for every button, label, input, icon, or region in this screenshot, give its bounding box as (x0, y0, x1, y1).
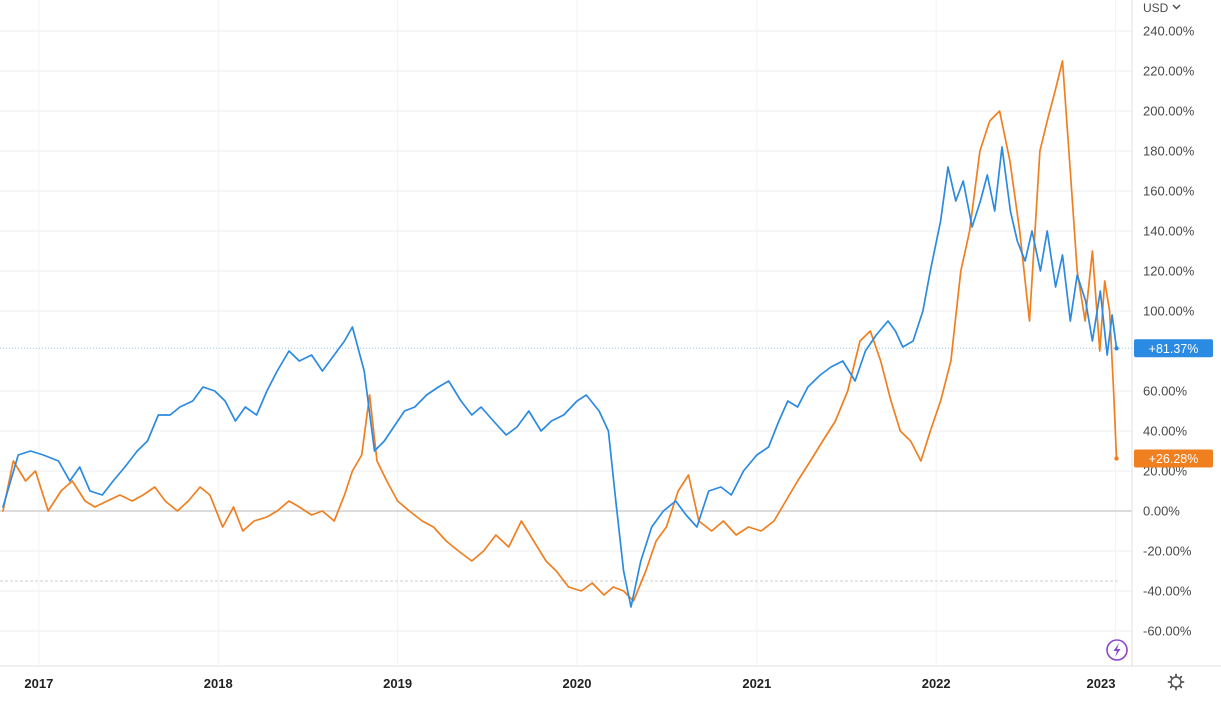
y-tick-label: 160.00% (1143, 184, 1195, 199)
badge-orange-label: +26.28% (1149, 452, 1199, 466)
y-axis-tick-labels: 240.00% 220.00% 200.00% 180.00% 160.00% 140.0… (1143, 24, 1195, 639)
x-tick-label: 2021 (742, 676, 771, 691)
x-tick-label: 2018 (204, 676, 233, 691)
badge-orange: +26.28% (1134, 449, 1213, 468)
y-tick-label: 0.00% (1143, 504, 1180, 519)
y-tick-label: 100.00% (1143, 304, 1195, 319)
series-end-point-orange (1114, 456, 1119, 461)
currency-label[interactable]: USD (1143, 1, 1169, 15)
series-line-blue[interactable] (2, 146, 1118, 608)
gear-icon[interactable] (1167, 673, 1185, 691)
y-tick-label: 60.00% (1143, 384, 1188, 399)
x-tick-label: 2019 (383, 676, 412, 691)
badge-orange-background (1134, 449, 1213, 468)
x-tick-label: 2022 (922, 676, 951, 691)
y-tick-label: 180.00% (1143, 144, 1195, 159)
gridlines (0, 0, 1132, 666)
y-tick-label: 200.00% (1143, 104, 1195, 119)
badge-blue-background (1134, 339, 1213, 358)
currency-selector[interactable]: USD (1143, 1, 1181, 15)
series-lines[interactable] (2, 60, 1119, 608)
reference-lines (0, 347, 1132, 582)
series-end-point-blue (1114, 346, 1119, 351)
y-tick-label: 240.00% (1143, 24, 1195, 39)
y-tick-label: -40.00% (1143, 584, 1192, 599)
lightning-icon[interactable] (1113, 643, 1121, 657)
x-tick-label: 2020 (563, 676, 592, 691)
badge-blue-label: +81.37% (1149, 342, 1199, 356)
x-tick-label: 2017 (24, 676, 53, 691)
gear-tooth[interactable] (1178, 684, 1183, 689)
x-tick-label: 2023 (1087, 676, 1116, 691)
gear-tooth[interactable] (1178, 675, 1183, 680)
badge-blue: +81.37% (1134, 339, 1213, 358)
chevron-down-icon[interactable] (1172, 4, 1181, 10)
y-tick-label: 220.00% (1143, 64, 1195, 79)
lightning-button[interactable] (1106, 639, 1128, 661)
series-line-orange[interactable] (2, 60, 1118, 602)
y-tick-label: 40.00% (1143, 424, 1188, 439)
x-axis-tick-labels: 2017 2018 2019 2020 2021 2022 2023 (24, 676, 1115, 691)
gear-icon-teeth[interactable] (1167, 673, 1185, 691)
y-tick-label: 120.00% (1143, 264, 1195, 279)
gear-tooth[interactable] (1169, 675, 1174, 680)
y-tick-label: -20.00% (1143, 544, 1192, 559)
y-tick-label: 140.00% (1143, 224, 1195, 239)
y-tick-label: -60.00% (1143, 624, 1192, 639)
gear-tooth[interactable] (1169, 684, 1174, 689)
